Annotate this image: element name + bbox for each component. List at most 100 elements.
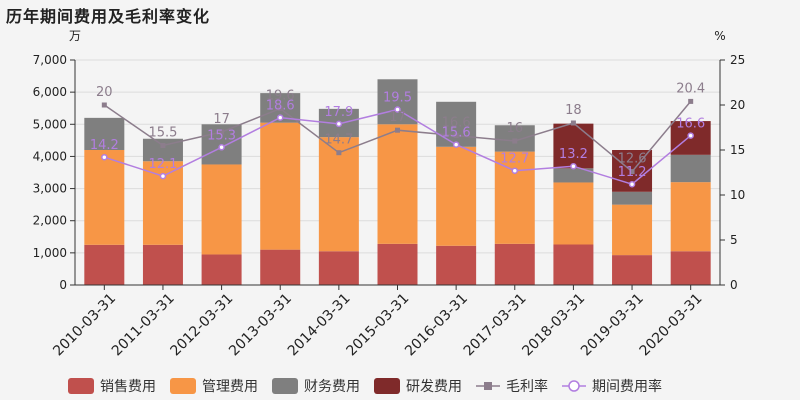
right-unit-label: % xyxy=(714,29,725,43)
bar-管理费用 xyxy=(318,137,359,252)
data-label-期间费用率: 18.6 xyxy=(266,99,295,114)
bar-管理费用 xyxy=(260,122,301,250)
marker-期间费用率 xyxy=(570,162,577,170)
marker-毛利率 xyxy=(336,150,342,156)
data-label-毛利率: 19.6 xyxy=(266,89,295,104)
data-label-毛利率: 17 xyxy=(213,112,230,127)
data-label-毛利率: 14.7 xyxy=(324,133,353,148)
data-label-期间费用率: 12.7 xyxy=(500,152,529,167)
bar-销售费用 xyxy=(670,251,711,285)
right-tick-label: 20 xyxy=(730,98,745,112)
marker-期间费用率 xyxy=(276,114,284,121)
bar-管理费用 xyxy=(612,204,653,256)
marker-毛利率 xyxy=(512,138,518,144)
marker-毛利率 xyxy=(453,133,459,139)
bar-管理费用 xyxy=(84,150,125,245)
right-tick-label: 10 xyxy=(730,188,745,202)
legend-item-财务费用[interactable]: 财务费用 xyxy=(272,378,360,395)
legend-swatch xyxy=(374,378,400,394)
legend-marker xyxy=(484,382,492,390)
bar-销售费用 xyxy=(553,244,594,285)
marker-毛利率 xyxy=(277,106,283,112)
legend-item-销售费用[interactable]: 销售费用 xyxy=(68,378,156,395)
bar-销售费用 xyxy=(84,244,125,285)
left-tick-label: 2,000 xyxy=(33,214,67,228)
right-tick-label: 0 xyxy=(730,278,738,292)
bar-销售费用 xyxy=(612,255,653,285)
marker-毛利率 xyxy=(219,129,225,135)
marker-期间费用率 xyxy=(687,132,694,139)
legend-label: 期间费用率 xyxy=(592,378,662,395)
data-label-毛利率: 20.4 xyxy=(676,81,705,96)
marker-期间费用率 xyxy=(511,167,519,174)
bar-管理费用 xyxy=(436,146,477,246)
data-label-期间费用率: 12.1 xyxy=(148,157,177,172)
marker-毛利率 xyxy=(629,169,635,175)
marker-期间费用率 xyxy=(452,141,460,148)
bar-研发费用 xyxy=(553,123,594,169)
x-tick-label: 2020-03-31 xyxy=(637,291,706,360)
data-label-期间费用率: 19.5 xyxy=(383,91,412,106)
left-tick-label: 4,000 xyxy=(33,149,67,163)
data-label-毛利率: 16 xyxy=(506,121,523,136)
bar-销售费用 xyxy=(494,243,535,285)
line-series xyxy=(101,98,694,188)
bar-财务费用 xyxy=(612,191,653,205)
legend-swatch xyxy=(68,378,94,394)
data-label-毛利率: 12.6 xyxy=(618,152,647,167)
legend-item-管理费用[interactable]: 管理费用 xyxy=(170,378,258,395)
data-label-期间费用率: 15.3 xyxy=(207,128,236,143)
marker-期间费用率 xyxy=(394,106,401,113)
legend[interactable]: 销售费用 管理费用 财务费用 研发费用 毛利率 期间费用率 xyxy=(68,378,662,395)
data-label-期间费用率: 13.2 xyxy=(559,147,588,162)
left-unit-label: 万 xyxy=(69,29,81,43)
bar-销售费用 xyxy=(377,243,418,285)
right-tick-label: 25 xyxy=(730,53,745,67)
marker-期间费用率 xyxy=(335,120,343,128)
legend-swatch xyxy=(272,378,298,394)
legend-label: 毛利率 xyxy=(506,378,548,395)
data-label-期间费用率: 15.6 xyxy=(442,126,471,141)
data-label-期间费用率: 17.9 xyxy=(324,105,353,120)
right-tick-label: 15 xyxy=(730,143,745,157)
left-tick-label: 7,000 xyxy=(33,53,67,67)
bar-管理费用 xyxy=(553,182,594,245)
marker-毛利率 xyxy=(101,102,107,108)
legend-marker xyxy=(568,380,580,392)
data-label-期间费用率: 14.2 xyxy=(90,138,119,153)
data-label-毛利率: 17 xyxy=(389,110,406,125)
left-tick-label: 5,000 xyxy=(33,117,67,131)
bar-财务费用 xyxy=(670,154,711,183)
legend-label: 销售费用 xyxy=(100,379,156,395)
left-tick-label: 6,000 xyxy=(33,85,67,99)
marker-毛利率 xyxy=(160,143,166,148)
bar-销售费用 xyxy=(318,251,359,285)
bar-销售费用 xyxy=(260,249,301,285)
legend-item-研发费用[interactable]: 研发费用 xyxy=(374,378,462,395)
left-tick-label: 1,000 xyxy=(33,246,67,260)
data-label-毛利率: 15.5 xyxy=(148,126,177,141)
legend-item-毛利率[interactable]: 毛利率 xyxy=(476,378,548,395)
bar-管理费用 xyxy=(670,182,711,252)
left-tick-label: 3,000 xyxy=(33,182,67,196)
marker-期间费用率 xyxy=(159,172,167,180)
marker-期间费用率 xyxy=(628,180,636,188)
bar-销售费用 xyxy=(142,244,183,285)
bar-管理费用 xyxy=(494,151,535,244)
legend-label: 财务费用 xyxy=(304,379,360,395)
legend-item-期间费用率[interactable]: 期间费用率 xyxy=(562,378,662,395)
right-tick-label: 5 xyxy=(730,233,738,247)
data-label-期间费用率: 11.2 xyxy=(618,165,647,180)
bar-管理费用 xyxy=(377,124,418,244)
bar-财务费用 xyxy=(494,125,535,152)
data-label-毛利率: 16.6 xyxy=(442,116,471,131)
bar-财务费用 xyxy=(84,117,125,150)
bar-财务费用 xyxy=(436,101,477,147)
marker-毛利率 xyxy=(688,98,694,104)
data-labels: 20 15.5 17 19.6 14.7 17 16.6 16 18 12.6 20.4 14.2 12… xyxy=(90,81,705,180)
marker-毛利率 xyxy=(570,120,576,126)
chart-title: 历年期间费用及毛利率变化 xyxy=(6,7,211,26)
bar-管理费用 xyxy=(201,164,242,255)
marker-期间费用率 xyxy=(101,153,108,161)
